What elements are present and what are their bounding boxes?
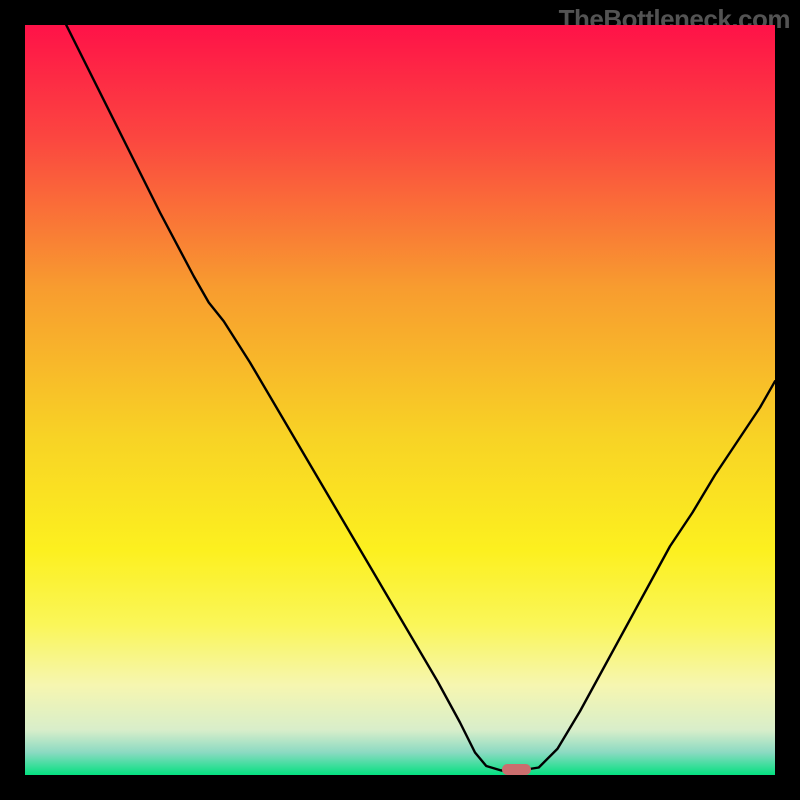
figure-root: TheBottleneck.com bbox=[0, 0, 800, 800]
chart-background bbox=[25, 25, 775, 775]
chart-canvas bbox=[25, 25, 775, 775]
optimal-marker bbox=[502, 764, 531, 775]
